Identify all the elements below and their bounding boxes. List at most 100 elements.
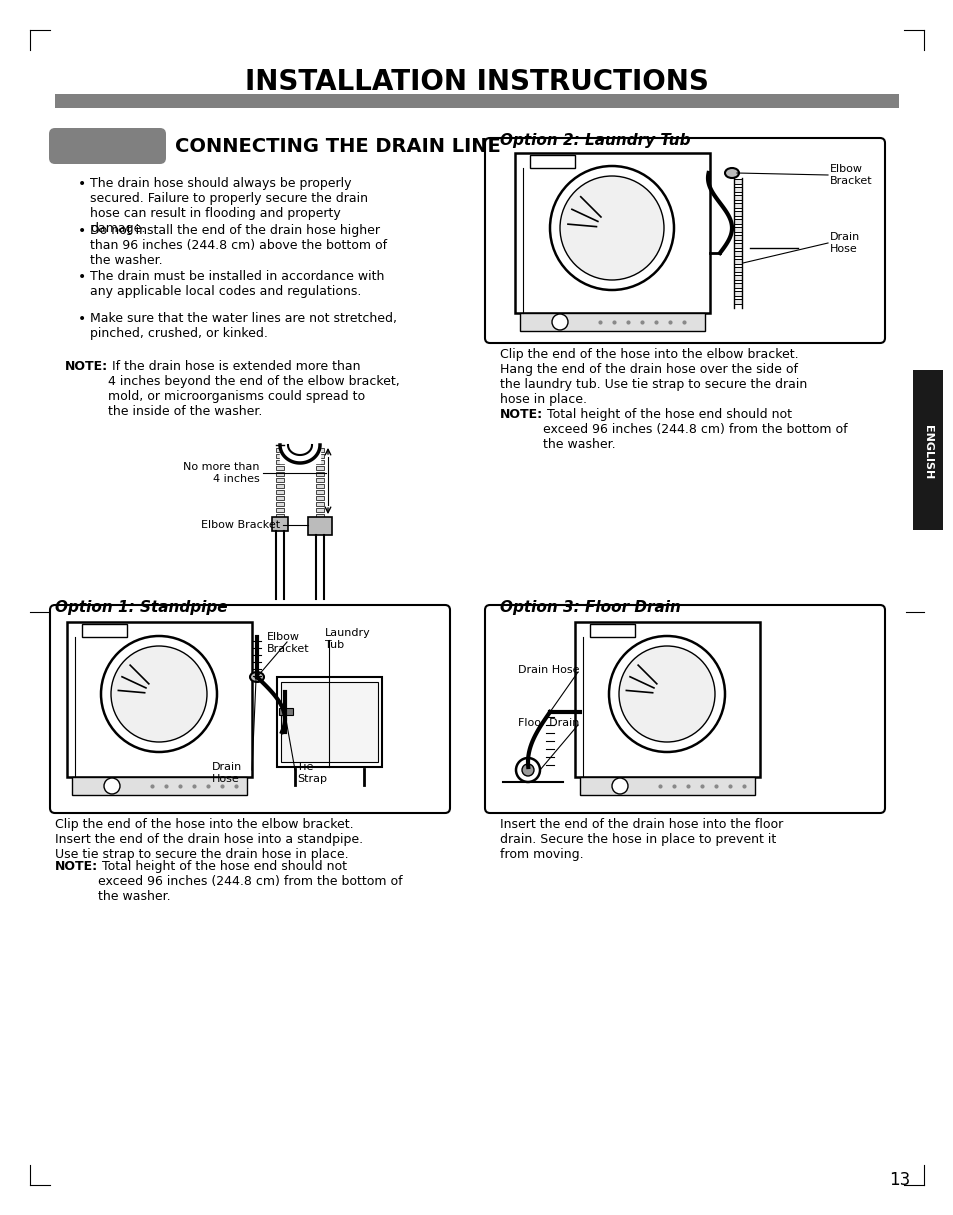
Bar (275, 490, 284, 495)
Circle shape (521, 764, 534, 776)
FancyBboxPatch shape (49, 128, 166, 164)
Text: •: • (78, 177, 86, 191)
Text: Drain
Hose: Drain Hose (212, 762, 242, 784)
Bar (315, 467, 324, 470)
Text: •: • (78, 270, 86, 284)
Bar (519, 313, 704, 330)
Bar (315, 508, 324, 512)
Text: •: • (78, 224, 86, 238)
Bar (315, 448, 324, 452)
Bar (275, 508, 284, 512)
Bar (315, 514, 324, 518)
Text: Option 1: Standpipe: Option 1: Standpipe (55, 600, 228, 615)
Bar (275, 514, 284, 518)
FancyBboxPatch shape (484, 139, 884, 343)
Text: The drain must be installed in accordance with
any applicable local codes and re: The drain must be installed in accordanc… (90, 270, 384, 298)
Bar (733, 283, 741, 288)
Circle shape (550, 166, 673, 290)
Text: Elbow Bracket: Elbow Bracket (201, 520, 280, 530)
Circle shape (618, 646, 714, 742)
Bar (275, 477, 284, 482)
Text: CONNECTING THE DRAIN LINE: CONNECTING THE DRAIN LINE (174, 137, 500, 157)
Bar (733, 179, 741, 183)
Bar (733, 203, 741, 208)
Bar (275, 496, 284, 501)
Circle shape (104, 778, 120, 793)
Bar (315, 490, 324, 495)
Bar (733, 292, 741, 296)
Text: If the drain hose is extended more than
4 inches beyond the end of the elbow bra: If the drain hose is extended more than … (108, 360, 399, 418)
Circle shape (101, 635, 216, 752)
Text: Floor Drain: Floor Drain (517, 718, 578, 728)
Text: The drain hose should always be properly
secured. Failure to properly secure the: The drain hose should always be properly… (90, 177, 368, 234)
Bar (315, 484, 324, 488)
Text: Clip the end of the hose into the elbow bracket.
Insert the end of the drain hos: Clip the end of the hose into the elbow … (55, 818, 363, 861)
Text: Elbow
Bracket: Elbow Bracket (829, 164, 872, 186)
Bar (733, 187, 741, 192)
Bar (315, 496, 324, 501)
Text: INSTALLATION INSTRUCTIONS: INSTALLATION INSTRUCTIONS (245, 68, 708, 96)
Ellipse shape (724, 168, 739, 179)
Bar (530, 156, 575, 168)
Text: NOTE:: NOTE: (499, 408, 542, 422)
Bar (315, 460, 324, 464)
Bar (733, 227, 741, 232)
Ellipse shape (250, 672, 264, 682)
Bar (276, 677, 381, 767)
Circle shape (516, 758, 539, 782)
Bar (733, 234, 741, 241)
Bar (275, 448, 284, 452)
Circle shape (608, 635, 724, 752)
Text: Laundry
Tub: Laundry Tub (325, 628, 371, 650)
Bar (733, 252, 741, 256)
FancyBboxPatch shape (50, 605, 450, 813)
Text: Insert the end of the drain hose into the floor
drain. Secure the hose in place : Insert the end of the drain hose into th… (499, 818, 782, 861)
Bar (272, 518, 288, 531)
Bar (733, 211, 741, 216)
Bar (278, 708, 293, 714)
Text: Total height of the hose end should not
exceed 96 inches (244.8 cm) from the bot: Total height of the hose end should not … (542, 408, 846, 451)
Text: Do not install the end of the drain hose higher
than 96 inches (244.8 cm) above : Do not install the end of the drain hose… (90, 224, 387, 267)
Text: NOTE:: NOTE: (55, 860, 98, 874)
Bar (275, 460, 284, 464)
Text: Drain Hose: Drain Hose (517, 665, 578, 676)
Bar (308, 518, 332, 535)
Text: Option 2: Laundry Tub: Option 2: Laundry Tub (499, 132, 690, 148)
Bar (575, 622, 760, 778)
Text: Option 3: Floor Drain: Option 3: Floor Drain (499, 600, 680, 615)
Bar (733, 243, 741, 248)
Text: Total height of the hose end should not
exceed 96 inches (244.8 cm) from the bot: Total height of the hose end should not … (98, 860, 402, 903)
Bar (733, 299, 741, 304)
Text: 13: 13 (888, 1171, 910, 1189)
Bar (733, 267, 741, 272)
Bar (912, 371, 942, 530)
Circle shape (612, 778, 627, 793)
Bar (589, 625, 635, 637)
Circle shape (559, 176, 663, 279)
Bar (275, 484, 284, 488)
Bar (315, 471, 324, 476)
Bar (67, 622, 252, 778)
Bar (71, 778, 247, 795)
FancyBboxPatch shape (484, 605, 884, 813)
Bar (733, 259, 741, 264)
Bar (733, 194, 741, 200)
Bar (281, 682, 377, 762)
Circle shape (111, 646, 207, 742)
Bar (275, 467, 284, 470)
Bar (275, 502, 284, 505)
Bar (515, 153, 709, 313)
Circle shape (552, 313, 567, 330)
Bar (82, 625, 127, 637)
Text: •: • (78, 312, 86, 326)
Bar (315, 477, 324, 482)
Text: ENGLISH: ENGLISH (923, 425, 932, 479)
Text: Tie
Strap: Tie Strap (296, 762, 327, 784)
Text: No more than
4 inches: No more than 4 inches (183, 462, 260, 484)
Bar (315, 502, 324, 505)
Text: Make sure that the water lines are not stretched,
pinched, crushed, or kinked.: Make sure that the water lines are not s… (90, 312, 396, 340)
Text: Drain
Hose: Drain Hose (829, 232, 860, 254)
Bar (315, 454, 324, 458)
Bar (733, 275, 741, 279)
Bar (579, 778, 754, 795)
